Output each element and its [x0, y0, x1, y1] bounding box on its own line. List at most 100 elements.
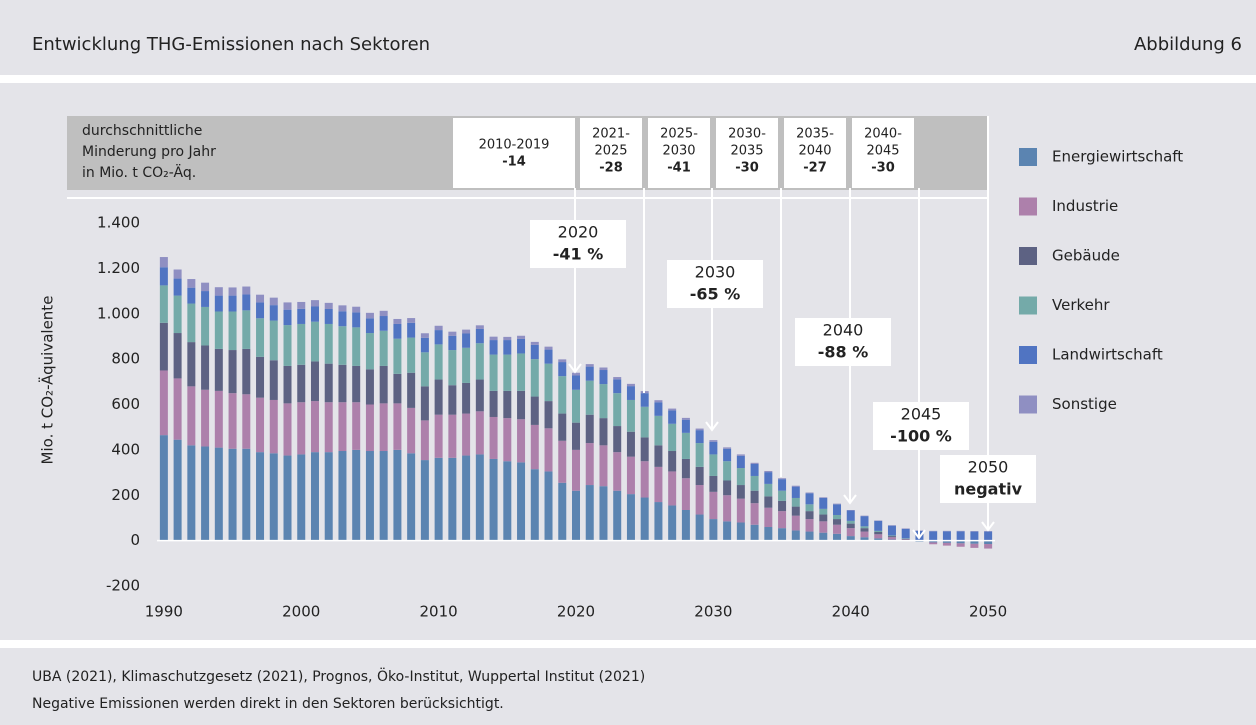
bar-segment	[626, 494, 635, 541]
bar-segment	[489, 390, 498, 417]
bar-segment	[159, 322, 168, 371]
bar-segment	[764, 496, 773, 508]
bar-segment	[297, 308, 306, 324]
legend-label: Sonstige	[1052, 395, 1117, 413]
bar-segment	[283, 365, 292, 404]
bar-segment	[365, 404, 374, 452]
bar-segment	[819, 532, 828, 541]
period-box	[784, 118, 846, 188]
bar-segment	[599, 418, 608, 446]
bar-segment	[640, 393, 649, 407]
bar-segment	[709, 441, 718, 455]
bar-segment	[709, 440, 718, 442]
bar-segment	[187, 303, 196, 343]
bar-segment	[228, 393, 237, 449]
bar-segment	[791, 530, 800, 541]
bar-segment	[310, 306, 319, 322]
bar-segment	[187, 342, 196, 387]
bar-segment	[585, 485, 594, 541]
bar-segment	[448, 335, 457, 351]
bar-segment	[242, 394, 251, 449]
bar-segment	[269, 360, 278, 400]
bar-segment	[585, 364, 594, 367]
bar-segment	[750, 524, 759, 541]
bar-segment	[887, 537, 896, 540]
bar-segment	[310, 321, 319, 362]
bar-segment	[517, 338, 526, 354]
bar-segment	[393, 318, 402, 324]
bar-segment	[338, 305, 347, 312]
bar-segment	[640, 406, 649, 438]
bar-segment	[352, 327, 361, 366]
band-label: durchschnittliche	[82, 123, 202, 139]
legend-swatch	[1019, 395, 1037, 414]
bar-segment	[833, 503, 842, 505]
bar-segment	[393, 403, 402, 450]
bar-segment	[833, 504, 842, 515]
bar-segment	[283, 455, 292, 541]
bar-segment	[833, 514, 842, 520]
bar-segment	[228, 448, 237, 541]
bar-segment	[791, 506, 800, 516]
bar-segment	[764, 507, 773, 528]
period-value: -28	[599, 161, 623, 176]
annotation-box	[795, 318, 891, 366]
y-tick-label: 400	[111, 440, 140, 458]
bar-segment	[736, 485, 745, 499]
bar-segment	[860, 516, 869, 527]
bar-segment	[379, 310, 388, 317]
bar-segment	[201, 345, 210, 390]
bar-segment	[379, 316, 388, 331]
bar-segment	[448, 385, 457, 415]
period-label: 2035-	[796, 127, 834, 142]
bar-segment	[723, 448, 732, 462]
bar-segment	[283, 325, 292, 366]
bar-segment	[846, 510, 855, 521]
bar-segment	[283, 309, 292, 326]
bar-segment	[242, 310, 251, 349]
bar-segment	[379, 403, 388, 452]
bar-segment	[420, 333, 429, 338]
period-label: 2021-	[592, 127, 630, 142]
bar-segment	[887, 536, 896, 538]
bar-segment	[860, 526, 869, 529]
bar-segment	[256, 302, 265, 319]
bar-segment	[324, 302, 333, 309]
bar-segment	[874, 534, 883, 539]
bar-segment	[984, 531, 993, 541]
bar-segment	[833, 524, 842, 534]
period-value: -30	[735, 161, 759, 176]
bar-segment	[626, 456, 635, 495]
bar-segment	[530, 396, 539, 425]
bar-segment	[723, 480, 732, 496]
bar-segment	[214, 287, 223, 296]
bar-segment	[297, 454, 306, 541]
bar-segment	[599, 384, 608, 419]
bar-segment	[475, 328, 484, 344]
bar-segment	[297, 301, 306, 309]
bar-segment	[283, 302, 292, 310]
period-box	[648, 118, 710, 188]
bar-segment	[681, 432, 690, 459]
bar-segment	[585, 443, 594, 486]
bar-segment	[668, 408, 677, 411]
bar-segment	[956, 531, 965, 541]
bar-segment	[572, 375, 580, 390]
x-tick-label: 1990	[145, 603, 183, 621]
bar-segment	[929, 540, 938, 543]
bar-segment	[448, 457, 457, 541]
bar-segment	[599, 367, 608, 371]
bar-segment	[846, 536, 855, 541]
bar-segment	[530, 469, 539, 541]
bar-segment	[709, 454, 718, 476]
bar-segment	[489, 458, 498, 541]
bar-segment	[297, 402, 306, 455]
bar-segment	[517, 353, 526, 391]
legend-swatch	[1019, 148, 1037, 166]
bar-segment	[558, 362, 567, 377]
bar-segment	[173, 333, 182, 379]
bar-segment	[942, 531, 951, 541]
bar-segment	[613, 377, 622, 380]
bar-segment	[407, 318, 416, 323]
bar-segment	[214, 295, 223, 312]
